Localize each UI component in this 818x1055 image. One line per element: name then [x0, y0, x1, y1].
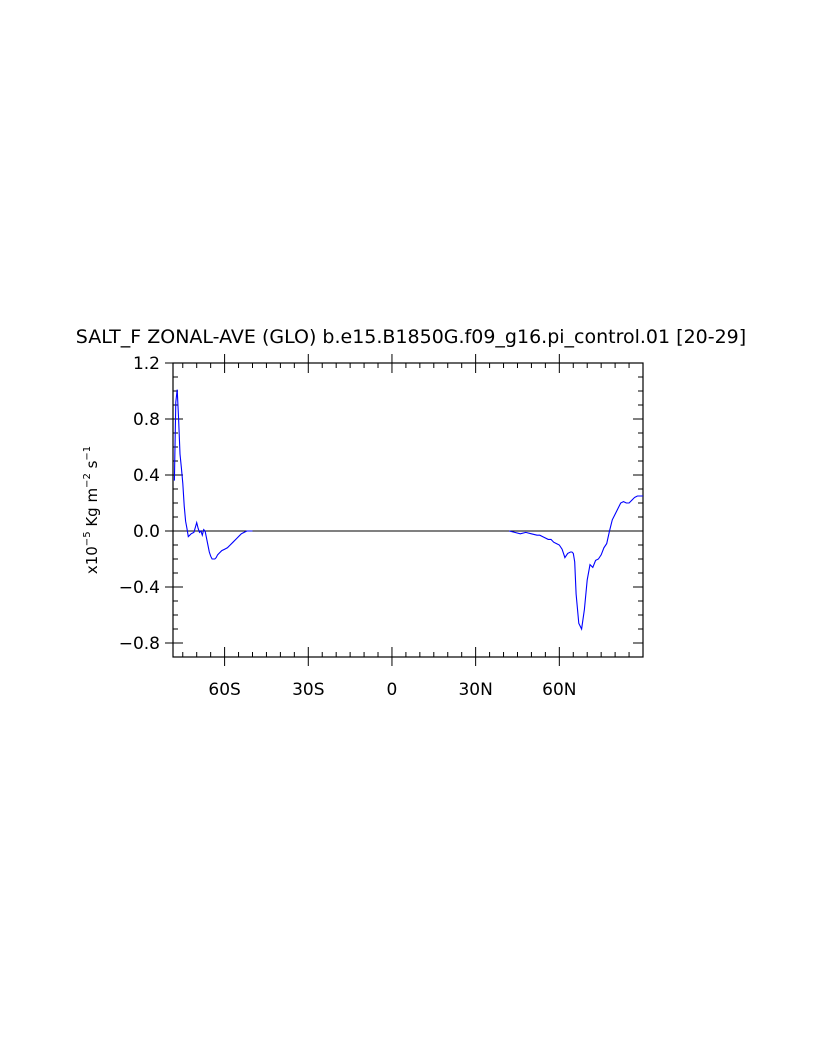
- y-tick-label: 1.2: [133, 354, 160, 374]
- y-axis-label: x10−5 Kg m−2 s−1: [82, 446, 101, 574]
- y-axis-label-exp3: −1: [82, 446, 93, 461]
- plot-frame: [172, 362, 644, 658]
- series-line-segment-2: [508, 495, 643, 631]
- chart-title: SALT_F ZONAL-AVE (GLO) b.e15.B1850G.f09_…: [76, 326, 746, 348]
- x-tick-label: 60S: [208, 680, 240, 700]
- y-axis-label-exp1: −5: [82, 531, 93, 546]
- y-axis-label-base: x10: [83, 546, 101, 574]
- y-tick-label: 0.4: [133, 466, 160, 486]
- y-tick-label: −0.4: [119, 578, 160, 598]
- y-axis-label-units-b: s: [83, 460, 101, 473]
- y-axis-label-exp2: −2: [82, 473, 93, 488]
- x-tick-label: 60N: [542, 680, 576, 700]
- series-line-segment-1: [173, 389, 253, 560]
- x-tick-label: 0: [387, 680, 398, 700]
- y-tick-label: 0.0: [133, 522, 160, 542]
- y-axis-label-units-a: Kg m: [83, 488, 101, 532]
- plot-area: 60S 30S 0 30N 60N 1.2 0.8 0.4 0.0 −0.4 −0.8: [119, 354, 644, 700]
- x-tick-label: 30N: [458, 680, 492, 700]
- y-tick-label: −0.8: [119, 634, 160, 654]
- y-tick-label: 0.8: [133, 410, 160, 430]
- x-tick-label: 30S: [292, 680, 324, 700]
